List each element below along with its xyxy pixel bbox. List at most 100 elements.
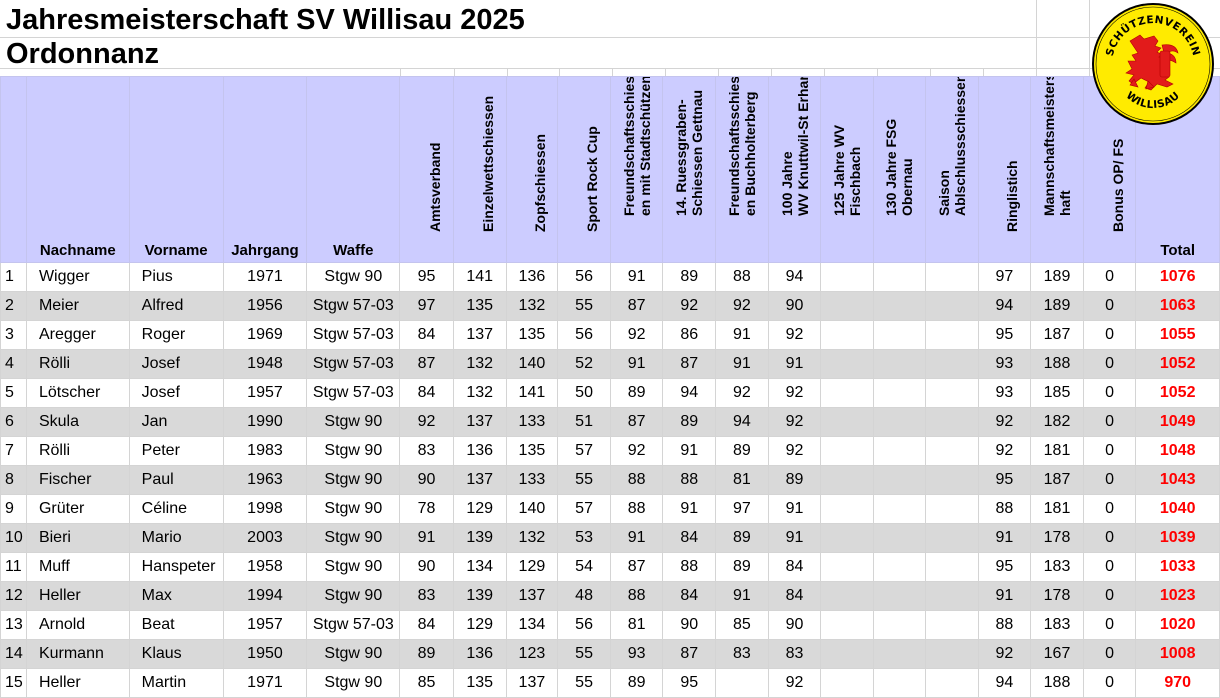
- col-ruessgraben[interactable]: 14. Ruessgraben- Schiessen Gettnau: [662, 76, 717, 263]
- cell-total[interactable]: 1052: [1135, 349, 1220, 379]
- cell-h130[interactable]: [872, 262, 927, 292]
- cell-total[interactable]: 1039: [1135, 523, 1220, 553]
- cell-ruess[interactable]: 90: [662, 610, 717, 640]
- cell-total[interactable]: 1076: [1135, 262, 1220, 292]
- cell-waffe[interactable]: Stgw 90: [306, 436, 401, 466]
- cell-freund-buch[interactable]: 92: [715, 378, 769, 408]
- cell-ringlistich[interactable]: 93: [977, 349, 1032, 379]
- cell-ruess[interactable]: 91: [662, 436, 717, 466]
- cell-rank[interactable]: 11: [0, 552, 27, 582]
- cell-saison[interactable]: [925, 668, 979, 698]
- cell-saison[interactable]: [925, 494, 979, 524]
- cell-rank[interactable]: 13: [0, 610, 27, 640]
- cell-h125[interactable]: [820, 494, 874, 524]
- cell-sportrock[interactable]: 52: [557, 349, 611, 379]
- cell-saison[interactable]: [925, 407, 979, 437]
- cell-sportrock[interactable]: 55: [557, 465, 611, 495]
- cell-vorname[interactable]: Mario: [128, 523, 224, 553]
- col-125-jahre[interactable]: 125 Jahre WV Fischbach: [820, 76, 874, 263]
- cell-vorname[interactable]: Jan: [128, 407, 224, 437]
- cell-jahrgang[interactable]: 2003: [222, 523, 308, 553]
- cell-jahrgang[interactable]: 1969: [222, 320, 308, 350]
- cell-h130[interactable]: [872, 552, 927, 582]
- col-130-jahre[interactable]: 130 Jahre FSG Obernau: [872, 76, 927, 263]
- col-zopfschiessen[interactable]: Zopfschiessen: [505, 76, 559, 263]
- cell-freund-buch[interactable]: 91: [715, 349, 769, 379]
- cell-bonus[interactable]: 0: [1082, 494, 1137, 524]
- cell-einzelwett[interactable]: 135: [452, 668, 507, 698]
- cell-hundert[interactable]: 92: [767, 378, 822, 408]
- cell-sportrock[interactable]: 56: [557, 262, 611, 292]
- cell-rank[interactable]: 12: [0, 581, 27, 611]
- cell-bonus[interactable]: 0: [1082, 552, 1137, 582]
- cell-hundert[interactable]: 91: [767, 494, 822, 524]
- cell-hundert[interactable]: 92: [767, 407, 822, 437]
- cell-h125[interactable]: [820, 610, 874, 640]
- cell-ruess[interactable]: 91: [662, 494, 717, 524]
- cell-amtsverband[interactable]: 91: [399, 523, 454, 553]
- cell-sportrock[interactable]: 48: [557, 581, 611, 611]
- cell-rank[interactable]: 7: [0, 436, 27, 466]
- cell-amtsverband[interactable]: 84: [399, 320, 454, 350]
- cell-jahrgang[interactable]: 1971: [222, 668, 308, 698]
- cell-ruess[interactable]: 89: [662, 407, 717, 437]
- cell-bonus[interactable]: 0: [1082, 436, 1137, 466]
- cell-freund-stadt[interactable]: 91: [609, 262, 664, 292]
- cell-bonus[interactable]: 0: [1082, 291, 1137, 321]
- cell-hundert[interactable]: 83: [767, 639, 822, 669]
- cell-einzelwett[interactable]: 134: [452, 552, 507, 582]
- cell-einzelwett[interactable]: 129: [452, 494, 507, 524]
- cell-bonus[interactable]: 0: [1082, 378, 1137, 408]
- cell-total[interactable]: 1008: [1135, 639, 1220, 669]
- cell-rank[interactable]: 3: [0, 320, 27, 350]
- cell-ringlistich[interactable]: 93: [977, 378, 1032, 408]
- cell-amtsverband[interactable]: 90: [399, 552, 454, 582]
- cell-rank[interactable]: 6: [0, 407, 27, 437]
- cell-h130[interactable]: [872, 378, 927, 408]
- cell-h130[interactable]: [872, 436, 927, 466]
- cell-nachname[interactable]: Aregger: [25, 320, 130, 350]
- cell-nachname[interactable]: Meier: [25, 291, 130, 321]
- cell-sportrock[interactable]: 56: [557, 610, 611, 640]
- cell-einzelwett[interactable]: 137: [452, 465, 507, 495]
- cell-ringlistich[interactable]: 95: [977, 320, 1032, 350]
- cell-mannschaft[interactable]: 181: [1030, 436, 1084, 466]
- cell-nachname[interactable]: Heller: [25, 668, 130, 698]
- cell-jahrgang[interactable]: 1948: [222, 349, 308, 379]
- cell-hundert[interactable]: 91: [767, 349, 822, 379]
- cell-jahrgang[interactable]: 1983: [222, 436, 308, 466]
- cell-h130[interactable]: [872, 291, 927, 321]
- cell-sportrock[interactable]: 57: [557, 494, 611, 524]
- cell-ruess[interactable]: 95: [662, 668, 717, 698]
- cell-amtsverband[interactable]: 85: [399, 668, 454, 698]
- cell-freund-stadt[interactable]: 87: [609, 552, 664, 582]
- cell-ruess[interactable]: 86: [662, 320, 717, 350]
- cell-rank[interactable]: 5: [0, 378, 27, 408]
- cell-freund-stadt[interactable]: 88: [609, 494, 664, 524]
- cell-waffe[interactable]: Stgw 90: [306, 552, 401, 582]
- cell-rank[interactable]: 1: [0, 262, 27, 292]
- cell-total[interactable]: 1033: [1135, 552, 1220, 582]
- cell-jahrgang[interactable]: 1950: [222, 639, 308, 669]
- col-saison[interactable]: Saison Ablschlussschiessen: [925, 76, 979, 263]
- cell-rank[interactable]: 15: [0, 668, 27, 698]
- cell-freund-stadt[interactable]: 88: [609, 465, 664, 495]
- cell-saison[interactable]: [925, 349, 979, 379]
- col-100-jahre[interactable]: 100 Jahre WV Knuttwil-St Erhard: [767, 76, 822, 263]
- cell-bonus[interactable]: 0: [1082, 349, 1137, 379]
- cell-h130[interactable]: [872, 610, 927, 640]
- cell-waffe[interactable]: Stgw 90: [306, 581, 401, 611]
- cell-freund-stadt[interactable]: 93: [609, 639, 664, 669]
- cell-sportrock[interactable]: 55: [557, 291, 611, 321]
- cell-ruess[interactable]: 87: [662, 639, 717, 669]
- cell-ringlistich[interactable]: 95: [977, 465, 1032, 495]
- cell-rank[interactable]: 4: [0, 349, 27, 379]
- cell-mannschaft[interactable]: 178: [1030, 581, 1084, 611]
- cell-waffe[interactable]: Stgw 57-03: [306, 610, 401, 640]
- cell-ruess[interactable]: 88: [662, 465, 717, 495]
- cell-h125[interactable]: [820, 523, 874, 553]
- cell-waffe[interactable]: Stgw 90: [306, 523, 401, 553]
- col-jahrgang[interactable]: Jahrgang: [222, 76, 308, 263]
- cell-freund-stadt[interactable]: 87: [609, 407, 664, 437]
- cell-einzelwett[interactable]: 135: [452, 291, 507, 321]
